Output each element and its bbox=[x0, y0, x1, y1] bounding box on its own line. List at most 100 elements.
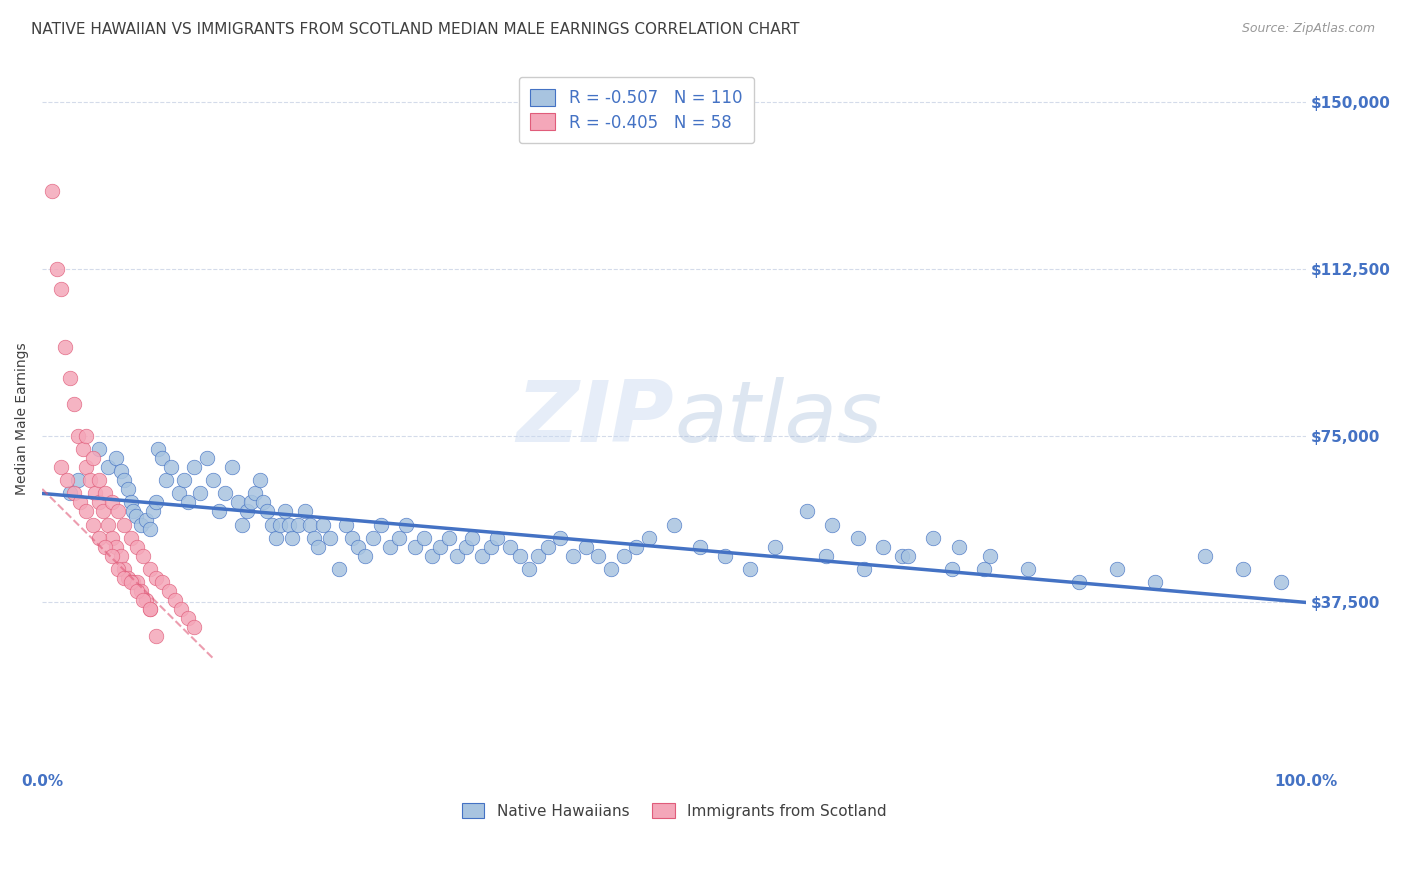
Point bbox=[132, 549, 155, 563]
Point bbox=[281, 531, 304, 545]
Y-axis label: Median Male Earnings: Median Male Earnings bbox=[15, 343, 30, 495]
Point bbox=[100, 549, 122, 563]
Point bbox=[395, 517, 418, 532]
Point bbox=[236, 504, 259, 518]
Point bbox=[319, 531, 342, 545]
Point bbox=[82, 450, 104, 465]
Point bbox=[821, 517, 844, 532]
Point bbox=[150, 450, 173, 465]
Point bbox=[378, 540, 401, 554]
Point bbox=[150, 575, 173, 590]
Point bbox=[1105, 562, 1128, 576]
Point bbox=[138, 522, 160, 536]
Point bbox=[157, 584, 180, 599]
Point bbox=[973, 562, 995, 576]
Point bbox=[226, 495, 249, 509]
Point bbox=[125, 508, 148, 523]
Point bbox=[231, 517, 253, 532]
Point bbox=[664, 517, 686, 532]
Point bbox=[575, 540, 598, 554]
Point bbox=[87, 495, 110, 509]
Point bbox=[142, 504, 165, 518]
Point bbox=[537, 540, 560, 554]
Point bbox=[82, 517, 104, 532]
Point bbox=[91, 504, 114, 518]
Point bbox=[120, 531, 142, 545]
Point bbox=[62, 486, 84, 500]
Point bbox=[188, 486, 211, 500]
Point bbox=[550, 531, 572, 545]
Point bbox=[117, 571, 139, 585]
Point bbox=[471, 549, 494, 563]
Point bbox=[135, 593, 157, 607]
Point bbox=[509, 549, 531, 563]
Point bbox=[922, 531, 945, 545]
Point bbox=[287, 517, 309, 532]
Point bbox=[890, 549, 912, 563]
Point bbox=[252, 495, 274, 509]
Point bbox=[170, 602, 193, 616]
Text: ZIP: ZIP bbox=[516, 377, 675, 460]
Point bbox=[486, 531, 509, 545]
Point bbox=[46, 261, 69, 276]
Point bbox=[138, 602, 160, 616]
Point bbox=[125, 540, 148, 554]
Point bbox=[413, 531, 436, 545]
Point bbox=[112, 473, 135, 487]
Point bbox=[104, 450, 127, 465]
Point bbox=[713, 549, 735, 563]
Point bbox=[53, 340, 76, 354]
Point bbox=[66, 428, 89, 442]
Point bbox=[87, 442, 110, 456]
Point bbox=[94, 540, 117, 554]
Point bbox=[264, 531, 287, 545]
Point bbox=[155, 473, 177, 487]
Point bbox=[110, 464, 132, 478]
Point bbox=[138, 562, 160, 576]
Point bbox=[872, 540, 894, 554]
Point bbox=[1232, 562, 1254, 576]
Point bbox=[167, 486, 190, 500]
Point bbox=[763, 540, 786, 554]
Point bbox=[87, 473, 110, 487]
Point bbox=[100, 531, 122, 545]
Point bbox=[107, 504, 129, 518]
Point bbox=[738, 562, 761, 576]
Point bbox=[941, 562, 963, 576]
Point bbox=[173, 473, 195, 487]
Point bbox=[302, 531, 325, 545]
Point bbox=[638, 531, 661, 545]
Point bbox=[145, 629, 167, 643]
Point bbox=[75, 459, 97, 474]
Point bbox=[796, 504, 818, 518]
Point bbox=[59, 486, 82, 500]
Point bbox=[195, 450, 218, 465]
Point bbox=[97, 459, 120, 474]
Point bbox=[112, 571, 135, 585]
Point bbox=[112, 562, 135, 576]
Point bbox=[262, 517, 284, 532]
Point bbox=[979, 549, 1001, 563]
Point bbox=[1143, 575, 1166, 590]
Point bbox=[626, 540, 648, 554]
Point bbox=[129, 584, 152, 599]
Point bbox=[1067, 575, 1090, 590]
Point bbox=[135, 513, 157, 527]
Point bbox=[439, 531, 461, 545]
Point bbox=[274, 504, 297, 518]
Point bbox=[948, 540, 970, 554]
Point bbox=[269, 517, 291, 532]
Point bbox=[461, 531, 484, 545]
Point bbox=[148, 442, 170, 456]
Point bbox=[846, 531, 869, 545]
Point bbox=[79, 473, 101, 487]
Point bbox=[294, 504, 316, 518]
Point bbox=[176, 495, 198, 509]
Point bbox=[243, 486, 266, 500]
Point bbox=[87, 531, 110, 545]
Point bbox=[335, 517, 357, 532]
Point bbox=[1270, 575, 1292, 590]
Point bbox=[404, 540, 426, 554]
Point bbox=[214, 486, 236, 500]
Point bbox=[163, 593, 186, 607]
